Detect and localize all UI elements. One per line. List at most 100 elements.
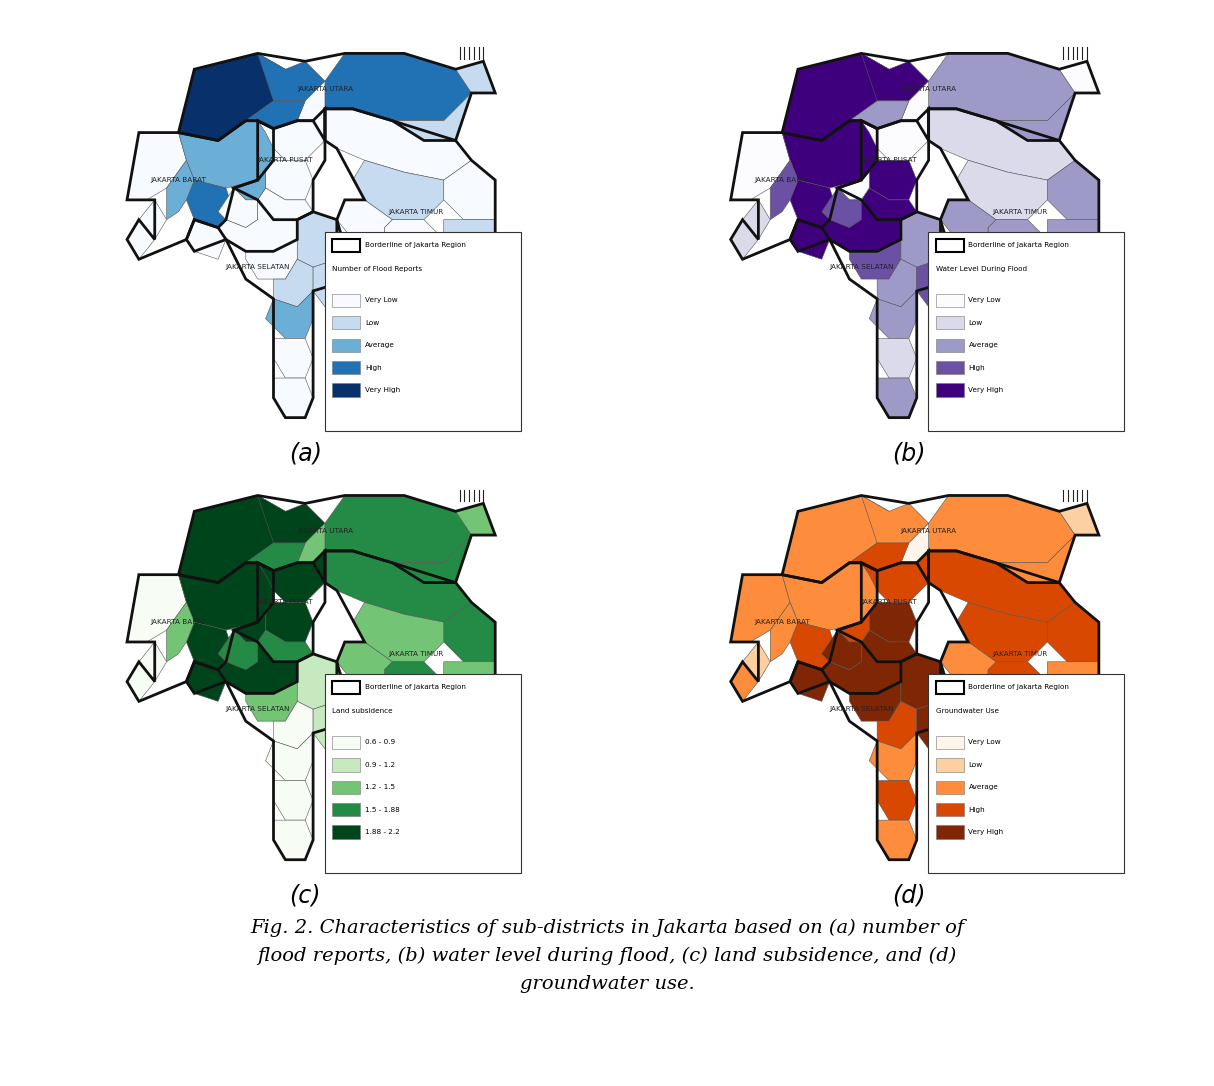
Text: Borderline of Jakarta Region: Borderline of Jakarta Region [365, 242, 466, 249]
Text: JAKARTA UTARA: JAKARTA UTARA [901, 528, 957, 534]
Text: JAKARTA BARAT: JAKARTA BARAT [151, 619, 206, 626]
Polygon shape [941, 200, 995, 251]
Bar [936, 825, 964, 838]
Text: Borderline of Jakarta Region: Borderline of Jakarta Region [365, 684, 466, 691]
Polygon shape [869, 603, 917, 642]
Polygon shape [257, 188, 313, 219]
Text: Low: Low [969, 762, 982, 768]
Polygon shape [187, 622, 234, 670]
Polygon shape [257, 495, 325, 543]
Polygon shape [257, 551, 325, 603]
Text: Land subsidence: Land subsidence [333, 708, 393, 714]
Polygon shape [1048, 603, 1099, 661]
Text: JAKARTA PUSAT: JAKARTA PUSAT [861, 157, 917, 163]
Bar [333, 361, 361, 375]
Polygon shape [266, 733, 313, 781]
Polygon shape [790, 622, 838, 670]
Polygon shape [941, 642, 995, 694]
Bar [333, 736, 361, 749]
Polygon shape [178, 563, 273, 630]
Text: Fig. 2. Characteristics of sub-districts in Jakarta based on (a) number of
flood: Fig. 2. Characteristics of sub-districts… [250, 919, 964, 993]
Polygon shape [770, 603, 798, 661]
Text: JAKARTA SELATAN: JAKARTA SELATAN [226, 264, 290, 270]
Polygon shape [392, 535, 471, 582]
Text: JAKARTA UTARA: JAKARTA UTARA [901, 86, 957, 92]
Polygon shape [929, 495, 1076, 563]
Polygon shape [219, 630, 257, 670]
Bar [936, 803, 964, 817]
Polygon shape [325, 109, 471, 180]
Text: Borderline of Jakarta Region: Borderline of Jakarta Region [969, 242, 1070, 249]
Bar [333, 293, 361, 307]
Bar [333, 803, 361, 817]
Text: JAKARTA SELATAN: JAKARTA SELATAN [829, 264, 894, 270]
Polygon shape [731, 132, 790, 200]
Polygon shape [790, 219, 829, 260]
Text: 1.5 - 1.88: 1.5 - 1.88 [365, 807, 399, 812]
FancyBboxPatch shape [325, 231, 521, 431]
Polygon shape [273, 702, 313, 749]
Polygon shape [731, 661, 759, 702]
Polygon shape [878, 339, 917, 378]
Text: Low: Low [365, 319, 379, 326]
Polygon shape [790, 661, 829, 702]
Polygon shape [861, 551, 929, 603]
Text: Average: Average [365, 342, 395, 349]
Text: (c): (c) [289, 884, 320, 908]
Polygon shape [266, 291, 313, 339]
Polygon shape [850, 682, 901, 721]
Polygon shape [273, 820, 313, 860]
Polygon shape [878, 702, 917, 749]
Text: (a): (a) [289, 442, 322, 466]
Polygon shape [138, 200, 166, 240]
Polygon shape [743, 642, 770, 682]
Polygon shape [187, 661, 226, 702]
Polygon shape [127, 661, 154, 702]
Text: Very Low: Very Low [969, 298, 1002, 303]
Text: High: High [969, 807, 985, 812]
Polygon shape [138, 642, 166, 682]
Bar [333, 239, 361, 252]
Polygon shape [336, 642, 392, 694]
Polygon shape [444, 161, 495, 219]
FancyBboxPatch shape [929, 673, 1124, 873]
Polygon shape [850, 543, 909, 571]
Polygon shape [878, 378, 917, 418]
Bar [936, 383, 964, 396]
Polygon shape [1060, 61, 1099, 93]
Polygon shape [325, 551, 471, 622]
Polygon shape [743, 200, 770, 240]
Polygon shape [901, 523, 929, 563]
Text: Water Level During Flood: Water Level During Flood [936, 266, 1027, 272]
Polygon shape [770, 161, 798, 219]
Polygon shape [219, 200, 297, 251]
Bar [333, 681, 361, 694]
Bar [333, 781, 361, 794]
Bar [333, 339, 361, 352]
Polygon shape [297, 212, 345, 267]
Polygon shape [822, 200, 901, 251]
Polygon shape [838, 173, 869, 200]
Polygon shape [444, 661, 495, 702]
Text: 1.2 - 1.5: 1.2 - 1.5 [365, 784, 395, 791]
Text: JAKARTA PUSAT: JAKARTA PUSAT [861, 599, 917, 605]
Bar [333, 758, 361, 771]
Text: JAKARTA BARAT: JAKARTA BARAT [754, 619, 810, 626]
Polygon shape [297, 523, 325, 563]
Polygon shape [392, 93, 471, 140]
Polygon shape [988, 219, 1048, 267]
Polygon shape [861, 188, 917, 219]
Polygon shape [878, 820, 917, 860]
Polygon shape [957, 603, 1048, 661]
Polygon shape [178, 53, 285, 140]
Text: JAKARTA TIMUR: JAKARTA TIMUR [992, 209, 1048, 215]
Text: 0.9 - 1.2: 0.9 - 1.2 [365, 762, 395, 768]
Polygon shape [297, 81, 325, 121]
Text: JAKARTA TIMUR: JAKARTA TIMUR [388, 651, 443, 657]
Polygon shape [257, 630, 313, 661]
Polygon shape [901, 81, 929, 121]
Text: JAKARTA PUSAT: JAKARTA PUSAT [257, 157, 313, 163]
Polygon shape [273, 378, 313, 418]
Polygon shape [297, 654, 345, 709]
Text: Very High: Very High [969, 387, 1004, 393]
